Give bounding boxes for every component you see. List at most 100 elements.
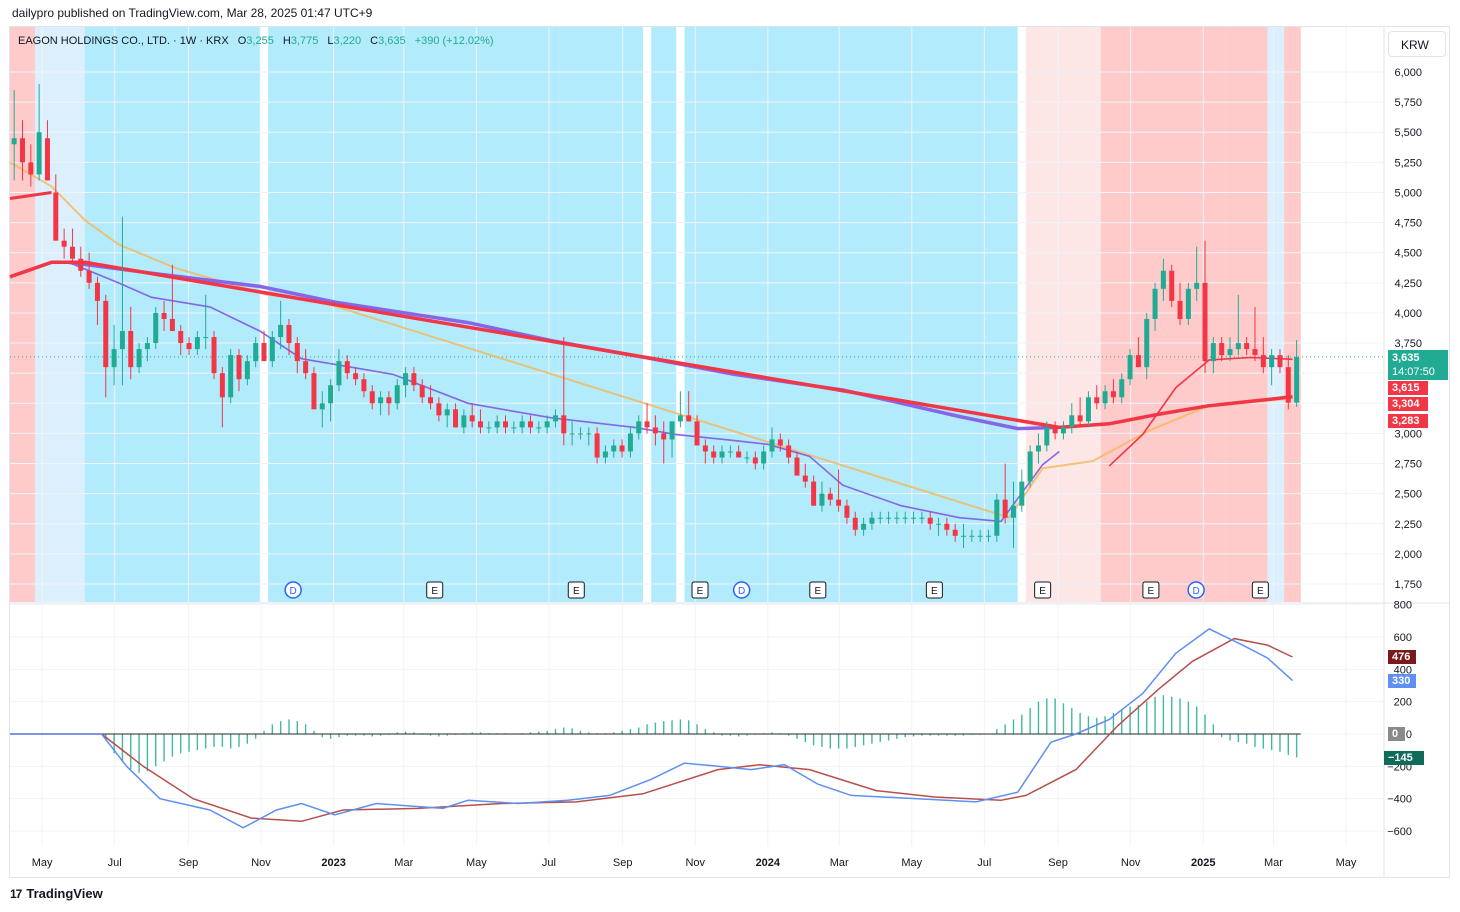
candle — [311, 367, 317, 410]
candle — [794, 451, 800, 476]
candle-body — [527, 421, 533, 428]
candle-body — [952, 529, 958, 536]
macd-tick-label: 0 — [1406, 729, 1412, 741]
candle — [961, 523, 967, 548]
candle-body — [378, 397, 384, 404]
earnings-marker[interactable]: E — [1142, 581, 1160, 599]
candle — [702, 439, 708, 464]
candle — [36, 84, 42, 181]
candle-body — [1202, 282, 1208, 362]
dividend-marker[interactable]: D — [284, 581, 302, 599]
candle-body — [119, 331, 125, 350]
candle-body — [1119, 379, 1125, 398]
symbol-title[interactable]: EAGON HOLDINGS CO., LTD. · 1W · KRX — [18, 35, 229, 47]
earnings-icon — [426, 581, 444, 599]
candle — [586, 427, 592, 446]
candle — [419, 379, 425, 404]
background-zone — [401, 27, 560, 602]
earnings-icon — [1142, 581, 1160, 599]
dividend-marker[interactable]: D — [732, 581, 751, 599]
candle-body — [761, 451, 767, 464]
earnings-marker[interactable]: E — [1034, 581, 1052, 599]
candle — [911, 511, 917, 524]
candle — [44, 120, 50, 181]
candle-body — [344, 361, 350, 374]
candle-body — [819, 493, 825, 506]
price-tick-label: 5,500 — [1394, 127, 1422, 139]
candle-body — [228, 355, 234, 398]
candle — [1052, 421, 1058, 440]
candle — [1260, 337, 1266, 374]
tradingview-logo-icon: 17 — [10, 886, 22, 901]
time-tick-label: Sep — [179, 857, 199, 869]
candle — [286, 318, 292, 356]
candle-body — [1194, 282, 1200, 289]
candle-body — [153, 312, 159, 344]
macd-tick-label: −600 — [1387, 826, 1412, 838]
candle-body — [852, 517, 858, 530]
earnings-marker[interactable]: E — [567, 581, 585, 599]
candle — [128, 306, 134, 380]
candle — [786, 439, 792, 464]
candle-body — [502, 421, 508, 428]
candle-body — [1294, 356, 1300, 403]
candle — [394, 379, 400, 410]
candle-body — [561, 415, 567, 434]
earnings-marker[interactable]: E — [691, 581, 709, 599]
earnings-marker[interactable]: E — [809, 581, 827, 599]
event-letter: E — [1039, 586, 1046, 597]
candle — [1135, 337, 1141, 368]
candle — [94, 276, 100, 325]
candle-body — [286, 324, 292, 344]
candle — [61, 228, 67, 259]
candle — [103, 294, 109, 398]
candle — [1277, 349, 1283, 374]
candle-body — [1019, 481, 1025, 506]
macd-signal-tag: 476 — [1388, 650, 1416, 664]
time-tick-label: Sep — [613, 857, 633, 869]
candle — [511, 421, 517, 434]
macd-signal-line — [10, 637, 1293, 823]
candle-body — [911, 517, 917, 519]
candle — [761, 445, 767, 470]
earnings-icon — [1251, 581, 1269, 599]
candle-body — [686, 415, 692, 422]
candle — [461, 409, 467, 434]
candle-body — [44, 138, 50, 181]
candle-body — [169, 318, 175, 332]
candle-body — [219, 373, 225, 398]
earnings-marker[interactable]: E — [1251, 581, 1269, 599]
candle — [577, 427, 583, 440]
candle-body — [86, 270, 92, 283]
candle — [136, 343, 142, 374]
candle-body — [469, 415, 475, 422]
candle — [544, 415, 550, 434]
price-tick-label: 4,250 — [1394, 278, 1422, 290]
dividend-marker[interactable]: D — [1187, 581, 1205, 599]
background-zone — [1267, 27, 1285, 602]
candle — [811, 475, 817, 506]
candle-body — [253, 343, 259, 362]
candle — [353, 367, 359, 386]
candle — [328, 379, 334, 422]
earnings-marker[interactable]: E — [925, 581, 943, 599]
candle-body — [544, 421, 550, 428]
candle — [111, 324, 117, 386]
earnings-marker[interactable]: E — [426, 581, 444, 599]
candle — [1044, 421, 1050, 452]
candle-body — [1160, 270, 1166, 289]
candle — [977, 529, 983, 542]
candle — [1077, 397, 1083, 428]
footer-brand[interactable]: 17 TradingView — [10, 886, 103, 901]
candle — [1177, 282, 1183, 325]
currency-button[interactable]: KRW — [1388, 31, 1446, 57]
candle-body — [711, 451, 717, 458]
candle-body — [636, 421, 642, 434]
candle — [669, 421, 675, 458]
candle-body — [986, 535, 992, 537]
candle — [203, 294, 209, 350]
candle — [494, 415, 500, 434]
candle — [303, 349, 309, 380]
time-tick-label: Jul — [977, 857, 991, 869]
